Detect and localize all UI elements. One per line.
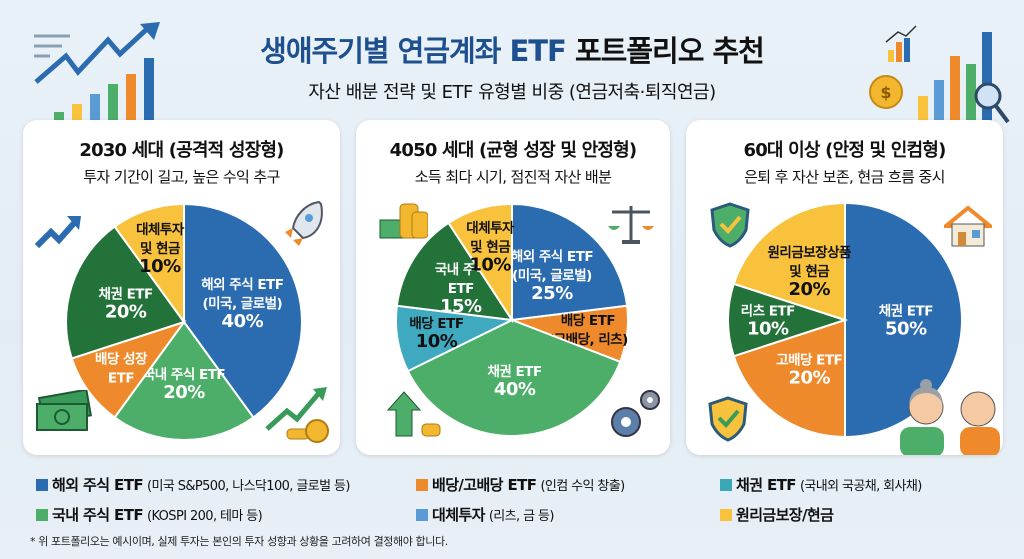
slice-label: 채권 ETF <box>879 304 933 320</box>
slice-label: (미국, 글로벌) <box>202 295 282 312</box>
legend-swatch <box>36 508 48 521</box>
senior-couple-icon <box>900 379 1000 455</box>
pie-slice <box>70 320 187 419</box>
slice-value-label: 10% <box>747 319 789 340</box>
rocket-icon <box>285 200 323 246</box>
pie-slice <box>447 202 513 324</box>
slice-label: 배당 ETF <box>561 312 615 329</box>
slice-label: 대체투자 <box>466 221 515 237</box>
slice-label: 배당 ETF <box>409 315 463 332</box>
slice-label: ETF <box>108 370 134 386</box>
slice-label: 원리금보장상품 <box>768 244 852 261</box>
slice-value-label: 50% <box>885 319 927 340</box>
money-bill-icon <box>36 390 93 431</box>
slice-label: 및 현금 <box>140 240 181 257</box>
bar-chart-coin-magnifier-icon: $ <box>869 25 1010 126</box>
cash-coins-icon <box>379 203 428 239</box>
legend-item-principal-guaranteed: 원리금보장/현금 <box>720 504 837 525</box>
title-blue: 생애주기별 연금계좌 ETF <box>260 34 567 68</box>
slice-value-label: 20% <box>788 279 830 300</box>
slice-value-label: 20% <box>163 382 205 403</box>
slice-label: 고배당 ETF <box>776 352 842 369</box>
slice-value-label: 40% <box>222 311 264 332</box>
legend-item-alternative: 대체투자 (리츠, 금 등) <box>416 504 554 525</box>
slice-label: 해외 주식 ETF <box>201 276 284 293</box>
legend-swatch <box>416 508 428 521</box>
pie-slice <box>113 202 185 326</box>
legend-swatch <box>720 508 732 521</box>
trend-arrow-icon <box>34 216 81 249</box>
slice-label: 국내 주식 ETF <box>143 367 226 383</box>
pie-slice <box>406 318 622 437</box>
slice-label: 배당 성장 <box>95 350 148 367</box>
legend-item-dividend: 배당/고배당 ETF (인컴 수익 창출) <box>416 474 625 495</box>
pie-slice <box>183 202 303 419</box>
slice-value-label: 10% <box>139 256 181 277</box>
up-arrow-icon <box>386 391 441 437</box>
house-icon <box>944 205 992 247</box>
slice-value-label: 20% <box>788 368 830 389</box>
legend: 해외 주식 ETF (미국 S&P500, 나스닥100, 글로벌 등) 배당/고… <box>36 474 996 534</box>
pie-slice <box>395 221 515 322</box>
legend-swatch <box>720 478 732 491</box>
legend-item-overseas-equity: 해외 주식 ETF (미국 S&P500, 나스닥100, 글로벌 등) <box>36 474 350 495</box>
trend-arrow-bars-icon <box>34 22 160 120</box>
card-title: 60대 이상 (안정 및 인컴형) <box>743 140 946 161</box>
gears-icon <box>611 390 660 437</box>
card-2030: 2030 세대 (공격적 성장형) 투자 기간이 길고, 높은 수익 추구 해외… <box>23 120 340 455</box>
slice-label: ETF <box>448 281 474 297</box>
legend-swatch <box>416 478 428 491</box>
card-title: 4050 세대 (균형 성장 및 안정형) <box>389 140 637 161</box>
pie-slice <box>65 225 186 360</box>
card-4050: 4050 세대 (균형 성장 및 안정형) 소득 최다 시기, 점진적 자산 배… <box>356 120 670 455</box>
legend-swatch <box>36 478 48 491</box>
pie-slice <box>732 318 846 439</box>
slice-label: 해외 주식 ETF <box>511 248 594 265</box>
slice-label: 리츠 ETF <box>741 304 795 320</box>
slice-value-label: 40% <box>494 379 536 400</box>
slice-label: 채권 ETF <box>488 364 542 380</box>
slice-value-label: 10% <box>416 331 458 352</box>
pie-slice <box>732 201 846 322</box>
page-subtitle: 자산 배분 전략 및 ETF 유형별 비중 (연금저축·퇴직연금) <box>308 82 716 103</box>
shield-check-icon <box>708 396 748 442</box>
shield-check-icon <box>710 202 750 248</box>
coins-trend-icon <box>265 387 329 443</box>
slice-value-label: 10% <box>469 255 511 276</box>
slice-value-label: 20% <box>105 302 147 323</box>
scale-icon <box>608 206 654 244</box>
slice-value-label: 15% <box>440 296 482 317</box>
legend-item-bond: 채권 ETF (국내외 국공채, 회사채) <box>720 474 922 495</box>
pie-slice <box>113 320 255 441</box>
card-title: 2030 세대 (공격적 성장형) <box>79 140 284 161</box>
card-subtitle: 은퇴 후 자산 보존, 현금 흐름 중시 <box>744 168 945 186</box>
pie-slice <box>844 201 963 439</box>
slice-label: 국내 주식 <box>435 262 487 278</box>
page-title: 생애주기별 연금계좌 ETF 포트폴리오 추천 <box>0 28 1024 70</box>
legend-item-domestic-equity: 국내 주식 ETF (KOSPI 200, 테마 등) <box>36 504 263 525</box>
slice-label: 대체투자 <box>136 222 185 238</box>
svg-text:$: $ <box>880 83 891 102</box>
pie-slice <box>511 202 629 322</box>
slice-label: (미국, 글로벌) <box>512 267 592 284</box>
card-subtitle: 소득 최다 시기, 점진적 자산 배분 <box>414 168 612 186</box>
card-subtitle: 투자 기간이 길고, 높은 수익 추구 <box>83 168 280 186</box>
slice-value-label: 25% <box>531 283 573 304</box>
slice-label: 및 현금 <box>789 263 830 280</box>
slice-label: 채권 ETF <box>99 287 153 303</box>
pie-chart-4050: 해외 주식 ETF(미국, 글로벌)25%배당 ETF(고배당, 리츠)채권 E… <box>395 202 629 437</box>
pie-slice <box>727 282 849 358</box>
disclaimer: * 위 포트폴리오는 예시이며, 실제 투자는 본인의 투자 성향과 상황을 고… <box>30 535 448 548</box>
card-60plus: 60대 이상 (안정 및 인컴형) 은퇴 후 자산 보존, 현금 흐름 중시 채… <box>686 120 1003 455</box>
title-black: 포트폴리오 추천 <box>574 34 765 68</box>
slice-label: 및 현금 <box>470 239 511 256</box>
